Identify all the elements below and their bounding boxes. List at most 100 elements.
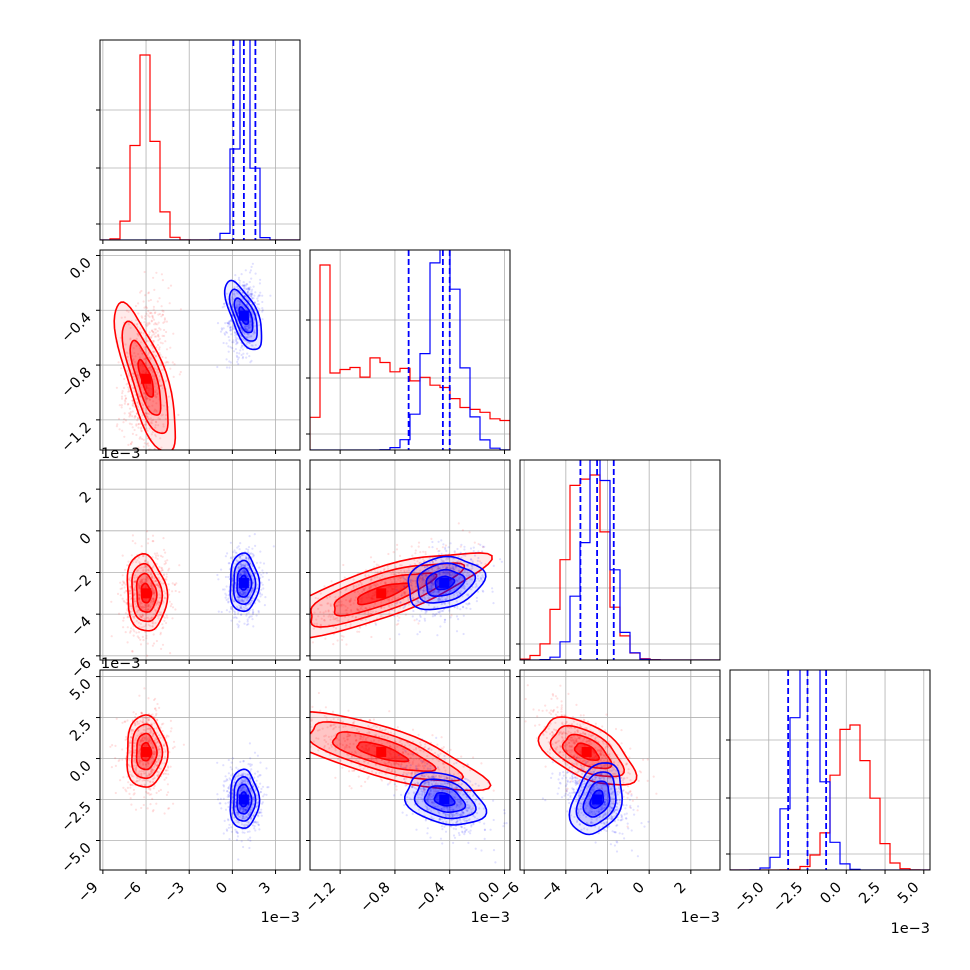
- sample-point: [135, 720, 138, 723]
- sample-point: [127, 781, 130, 784]
- sample-point: [151, 745, 154, 748]
- sample-point: [137, 556, 140, 559]
- sample-point: [152, 642, 156, 645]
- sample-point: [237, 815, 240, 818]
- sample-point: [470, 564, 473, 567]
- sample-point: [144, 603, 147, 607]
- sample-point: [154, 580, 157, 583]
- sample-point: [403, 605, 406, 608]
- sample-point: [395, 623, 398, 626]
- sample-point: [165, 360, 168, 363]
- sample-point: [414, 589, 418, 592]
- sample-point: [451, 572, 455, 575]
- sample-point: [446, 571, 449, 574]
- sample-point: [252, 625, 255, 628]
- sample-point: [262, 572, 265, 575]
- sample-point: [152, 746, 155, 750]
- sample-point: [466, 563, 469, 567]
- sample-point: [251, 297, 254, 300]
- sample-point: [143, 605, 146, 609]
- sample-point: [162, 601, 165, 604]
- sample-point: [156, 741, 159, 744]
- sample-point: [155, 802, 158, 805]
- sample-point: [150, 730, 153, 733]
- sample-point: [336, 617, 339, 620]
- sample-point: [153, 390, 157, 393]
- sample-point: [445, 566, 448, 569]
- sample-point: [160, 414, 163, 417]
- sample-point: [167, 735, 170, 738]
- sample-point: [403, 603, 406, 607]
- sample-point: [242, 331, 245, 334]
- sample-point: [150, 601, 153, 604]
- sample-point: [153, 722, 156, 725]
- sample-point: [144, 608, 147, 612]
- sample-point: [134, 319, 138, 322]
- sample-point: [221, 306, 224, 309]
- sample-point: [162, 743, 165, 747]
- sample-point: [147, 578, 150, 581]
- sample-point: [152, 622, 155, 625]
- sample-point: [239, 573, 242, 576]
- sample-point: [369, 586, 373, 589]
- sample-point: [151, 768, 154, 771]
- sample-point: [165, 573, 168, 576]
- sample-point: [111, 744, 114, 747]
- sample-point: [148, 398, 152, 401]
- sample-point: [141, 635, 144, 639]
- sample-point: [147, 740, 150, 744]
- sample-point: [136, 401, 139, 404]
- sample-point: [154, 328, 157, 331]
- sample-point: [247, 822, 250, 825]
- sample-point: [244, 284, 247, 287]
- sample-point: [160, 569, 163, 572]
- sample-point: [451, 574, 454, 577]
- sample-point: [161, 387, 164, 390]
- sample-point: [172, 332, 175, 335]
- sample-point: [241, 599, 244, 603]
- sample-point: [236, 623, 239, 626]
- sample-point: [500, 560, 503, 563]
- sample-point: [139, 580, 142, 583]
- sample-point: [158, 706, 161, 710]
- sample-point: [244, 571, 247, 574]
- sample-point: [131, 534, 134, 537]
- sample-point: [121, 554, 124, 557]
- contour-line: [239, 574, 249, 591]
- sample-point: [253, 751, 257, 754]
- sample-point: [134, 542, 137, 545]
- sample-point: [388, 637, 392, 641]
- sample-point: [141, 721, 144, 724]
- sample-point: [138, 567, 141, 570]
- sample-point: [406, 596, 410, 599]
- sample-point: [154, 603, 158, 606]
- sample-point: [147, 310, 150, 313]
- sample-point: [122, 619, 125, 622]
- sample-point: [141, 581, 144, 585]
- sample-point: [153, 608, 156, 611]
- sample-point: [248, 801, 251, 804]
- sample-point: [361, 608, 364, 612]
- sample-point: [434, 577, 437, 580]
- sample-point: [243, 599, 246, 603]
- sample-point: [233, 331, 236, 334]
- sample-point: [227, 819, 230, 822]
- sample-point: [459, 560, 462, 564]
- sample-point: [127, 615, 130, 618]
- sample-point: [130, 423, 133, 426]
- sample-point: [153, 590, 156, 593]
- sample-point: [138, 762, 141, 765]
- sample-point: [151, 600, 154, 603]
- sample-point: [139, 327, 142, 330]
- sample-point: [148, 357, 151, 360]
- sample-point: [380, 606, 383, 609]
- sample-point: [397, 590, 400, 593]
- sample-point: [227, 302, 230, 306]
- sample-point: [438, 597, 441, 600]
- sample-point: [133, 428, 136, 432]
- sample-point: [138, 356, 141, 359]
- sample-point: [240, 605, 243, 608]
- sample-point: [142, 778, 146, 781]
- sample-point: [119, 779, 122, 782]
- sample-point: [239, 557, 242, 560]
